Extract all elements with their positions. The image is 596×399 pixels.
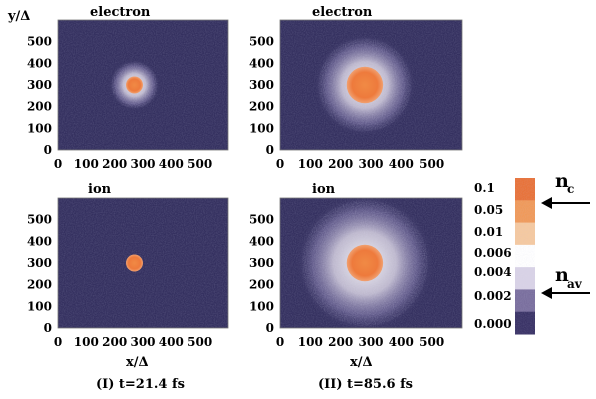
caption-left: (I) t=21.4 fs <box>96 377 185 392</box>
panel-title: electron <box>312 5 373 20</box>
colorbar-tick-label: 0.01 <box>474 225 503 239</box>
y-tick-label: 0 <box>44 321 52 335</box>
x-tick-label: 500 <box>419 335 444 349</box>
y-tick-label: 200 <box>27 278 52 292</box>
y-tick-label: 0 <box>44 143 52 157</box>
nav-marker: n av <box>541 264 590 299</box>
density-core <box>126 254 143 272</box>
x-tick-label: 200 <box>102 335 127 349</box>
x-tick-label: 500 <box>187 335 212 349</box>
x-tick-label: 400 <box>159 335 184 349</box>
nc-arrow-head <box>541 197 552 209</box>
y-tick-label: 400 <box>249 234 274 248</box>
y-tick-label: 400 <box>27 234 52 248</box>
y-tick-label: 300 <box>27 78 52 92</box>
y-tick-label: 100 <box>249 121 274 135</box>
x-axis-label-right: x/Δ <box>350 355 373 370</box>
plot-frame <box>57 19 229 151</box>
colorbar-tick-label: 0.006 <box>474 246 512 260</box>
x-tick-label: 400 <box>159 157 184 171</box>
x-tick-label: 500 <box>187 157 212 171</box>
x-tick-label: 400 <box>389 335 414 349</box>
colorbar-tick-label: 0.004 <box>474 265 512 279</box>
colorbar-tick-label: 0.000 <box>474 317 512 331</box>
y-tick-label: 200 <box>249 100 274 114</box>
caption-right: (II) t=85.6 fs <box>318 377 413 392</box>
panel-title: ion <box>88 182 112 197</box>
x-axis-label-left: x/Δ <box>126 355 149 370</box>
nav-symbol: n <box>555 264 569 286</box>
x-tick-label: 0 <box>276 335 284 349</box>
heatmap-panel: ion 0 100 200 300 400 500 0 100 200 300 400 500 <box>249 182 463 349</box>
density-core <box>126 76 143 94</box>
y-tick-label: 500 <box>27 213 52 227</box>
y-tick-label: 100 <box>27 299 52 313</box>
y-tick-label: 100 <box>249 299 274 313</box>
x-tick-label: 300 <box>358 335 383 349</box>
heatmap-field <box>58 20 228 150</box>
y-tick-label: 200 <box>27 100 52 114</box>
x-tick-label: 100 <box>298 335 323 349</box>
y-tick-label: 100 <box>27 121 52 135</box>
y-tick-label: 500 <box>249 213 274 227</box>
y-tick-label: 0 <box>266 143 274 157</box>
y-tick-label: 0 <box>266 321 274 335</box>
nc-subscript: c <box>567 182 574 196</box>
x-tick-label: 300 <box>130 157 155 171</box>
y-tick-label: 200 <box>249 278 274 292</box>
y-tick-label: 500 <box>249 35 274 49</box>
density-core <box>346 244 384 282</box>
panel-title: electron <box>90 5 151 20</box>
plot-frame <box>279 197 463 329</box>
x-tick-label: 300 <box>358 157 383 171</box>
colorbar: 0.1 0.05 0.01 0.006 0.004 0.002 0.000 <box>474 178 535 335</box>
y-axis-label: y/Δ <box>7 9 30 24</box>
y-tick-label: 300 <box>249 256 274 270</box>
density-core <box>346 66 384 104</box>
colorbar-texture <box>515 178 535 334</box>
nav-arrow-head <box>541 287 552 299</box>
panel-title: ion <box>312 182 336 197</box>
heatmap-panel: electron 0 100 200 300 400 500 0 100 200 300 400 500 <box>249 5 463 171</box>
x-tick-label: 200 <box>328 157 353 171</box>
x-tick-label: 400 <box>389 157 414 171</box>
y-tick-label: 500 <box>27 35 52 49</box>
plot-frame <box>279 19 463 151</box>
x-tick-label: 0 <box>54 157 62 171</box>
x-tick-label: 100 <box>298 157 323 171</box>
colorbar-tick-label: 0.1 <box>474 181 495 195</box>
colorbar-tick-label: 0.05 <box>474 203 503 217</box>
nc-marker: n c <box>541 170 590 209</box>
x-tick-label: 0 <box>54 335 62 349</box>
y-tick-label: 400 <box>249 56 274 70</box>
heatmap-field <box>280 20 462 150</box>
y-tick-label: 300 <box>249 78 274 92</box>
y-tick-label: 400 <box>27 56 52 70</box>
colorbar-tick-label: 0.002 <box>474 289 512 303</box>
x-tick-label: 100 <box>74 157 99 171</box>
x-tick-label: 300 <box>130 335 155 349</box>
x-tick-label: 500 <box>419 157 444 171</box>
nc-symbol: n <box>555 170 569 192</box>
x-tick-label: 0 <box>276 157 284 171</box>
x-tick-label: 200 <box>328 335 353 349</box>
y-tick-label: 300 <box>27 256 52 270</box>
plot-frame <box>57 197 229 329</box>
heatmap-field <box>58 198 228 328</box>
x-tick-label: 200 <box>102 157 127 171</box>
heatmap-field <box>280 198 462 328</box>
x-tick-label: 100 <box>74 335 99 349</box>
nav-subscript: av <box>567 277 583 291</box>
